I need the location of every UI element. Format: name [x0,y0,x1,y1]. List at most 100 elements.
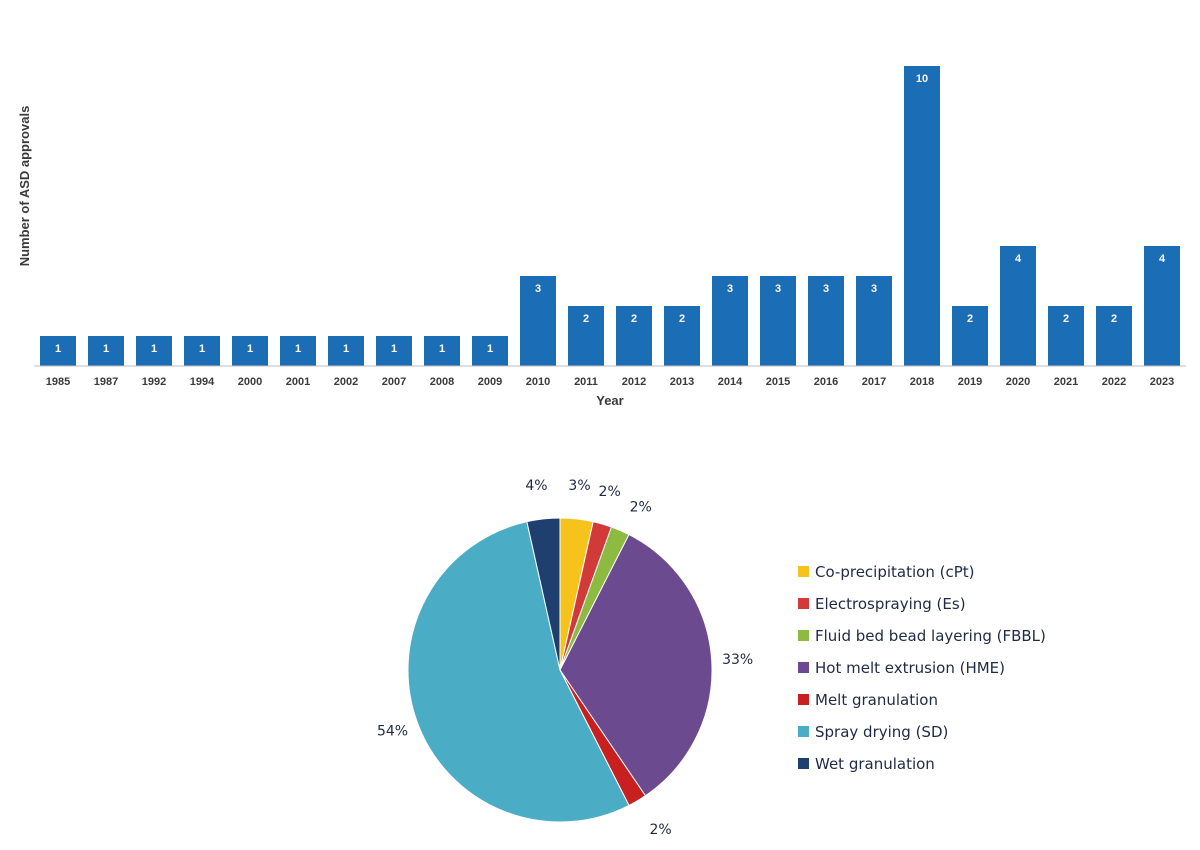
pie-label-6: 4% [525,478,547,494]
bar-2018 [904,66,940,366]
bar-2020 [1000,246,1036,366]
legend-label-6: Wet granulation [815,755,935,773]
bar-2012 [616,306,652,366]
bar-2007 [376,336,412,366]
bar-1992 [136,336,172,366]
x-tick-label-1987: 1987 [94,376,118,388]
x-tick-label-2008: 2008 [430,376,454,388]
bar-chart: 1 1985 1 1987 1 1992 1 1994 1 2000 1 2001 1 2002 1 2007… [17,66,1186,408]
pie-legend: Co-precipitation (cPt) Electrospraying (E… [798,563,1046,773]
bar-value-label-2000: 1 [247,343,253,355]
legend-label-2: Fluid bed bead layering (FBBL) [815,627,1046,645]
pie-slice-3 [559,533,713,797]
x-tick-label-2016: 2016 [814,376,838,388]
bar-value-label-2019: 2 [967,313,973,325]
x-tick-label-1985: 1985 [46,376,70,388]
pie-label-4: 2% [650,822,672,838]
bar-value-label-2013: 2 [679,313,685,325]
bar-value-label-2018: 10 [916,73,928,85]
bar-value-label-2001: 1 [295,343,301,355]
bar-2013 [664,306,700,366]
pie-labels: 3% 2% 2% 33% 2% 54% 4% [377,478,753,838]
bar-value-label-2009: 1 [487,343,493,355]
bar-value-label-2012: 2 [631,313,637,325]
legend-label-3: Hot melt extrusion (HME) [815,659,1005,677]
x-tick-label-2023: 2023 [1150,376,1174,388]
bar-2008 [424,336,460,366]
bar-value-label-2007: 1 [391,343,397,355]
legend-swatch-2 [798,630,809,641]
bar-2001 [280,336,316,366]
x-tick-label-2017: 2017 [862,376,886,388]
bar-value-label-1987: 1 [103,343,109,355]
x-tick-label-2009: 2009 [478,376,502,388]
bar-2010 [520,276,556,366]
bar-2016 [808,276,844,366]
bar-1987 [88,336,124,366]
x-tick-label-2001: 2001 [286,376,310,388]
bar-value-label-2016: 3 [823,283,829,295]
legend-label-4: Melt granulation [815,691,938,709]
bar-2014 [712,276,748,366]
pie-label-1: 2% [599,484,621,500]
x-axis-title: Year [596,393,623,408]
bar-value-label-2014: 3 [727,283,733,295]
x-tick-label-2011: 2011 [574,376,598,388]
pie-slice-6 [526,517,561,671]
bar-value-label-2021: 2 [1063,313,1069,325]
bar-value-label-1992: 1 [151,343,157,355]
bar-value-label-1994: 1 [199,343,205,355]
legend-swatch-6 [798,758,809,769]
bar-value-label-2022: 2 [1111,313,1117,325]
legend-swatch-1 [798,598,809,609]
legend-swatch-5 [798,726,809,737]
bar-value-label-2020: 4 [1015,253,1022,265]
bar-2023 [1144,246,1180,366]
x-tick-label-2021: 2021 [1054,376,1078,388]
legend-label-1: Electrospraying (Es) [815,595,966,613]
bar-2021 [1048,306,1084,366]
pie-label-0: 3% [568,478,590,494]
x-tick-label-1994: 1994 [190,376,215,388]
bar-2000 [232,336,268,366]
x-tick-label-2012: 2012 [622,376,646,388]
pie-label-5: 54% [377,723,408,739]
bar-value-label-1985: 1 [55,343,61,355]
pie-label-2: 2% [630,500,652,516]
bar-value-label-2015: 3 [775,283,781,295]
pie-slice-5 [407,521,630,823]
bar-2002 [328,336,364,366]
y-axis-title: Number of ASD approvals [17,106,32,267]
bar-2019 [952,306,988,366]
bar-1985 [40,336,76,366]
legend-swatch-0 [798,566,809,577]
pie-chart-plot [407,517,713,823]
bar-2022 [1096,306,1132,366]
bar-2017 [856,276,892,366]
bar-value-label-2023: 4 [1159,253,1166,265]
pie-label-3: 33% [722,652,753,668]
bar-value-label-2002: 1 [343,343,349,355]
x-tick-label-2002: 2002 [334,376,358,388]
x-tick-label-2020: 2020 [1006,376,1030,388]
bar-2015 [760,276,796,366]
x-tick-label-2018: 2018 [910,376,934,388]
bar-value-label-2008: 1 [439,343,445,355]
x-tick-label-2022: 2022 [1102,376,1126,388]
legend-label-0: Co-precipitation (cPt) [815,563,975,581]
x-tick-label-2014: 2014 [718,376,743,388]
x-tick-label-2019: 2019 [958,376,982,388]
bar-chart-plot: 1 1985 1 1987 1 1992 1 1994 1 2000 1 2001 1 2002 1 2007… [40,66,1180,388]
bar-2009 [472,336,508,366]
x-tick-label-2013: 2013 [670,376,694,388]
x-tick-label-2000: 2000 [238,376,262,388]
bar-2011 [568,306,604,366]
legend-swatch-4 [798,694,809,705]
bar-value-label-2017: 3 [871,283,877,295]
bar-1994 [184,336,220,366]
bar-value-label-2010: 3 [535,283,541,295]
x-tick-label-2007: 2007 [382,376,406,388]
x-tick-label-2010: 2010 [526,376,550,388]
x-tick-label-1992: 1992 [142,376,166,388]
